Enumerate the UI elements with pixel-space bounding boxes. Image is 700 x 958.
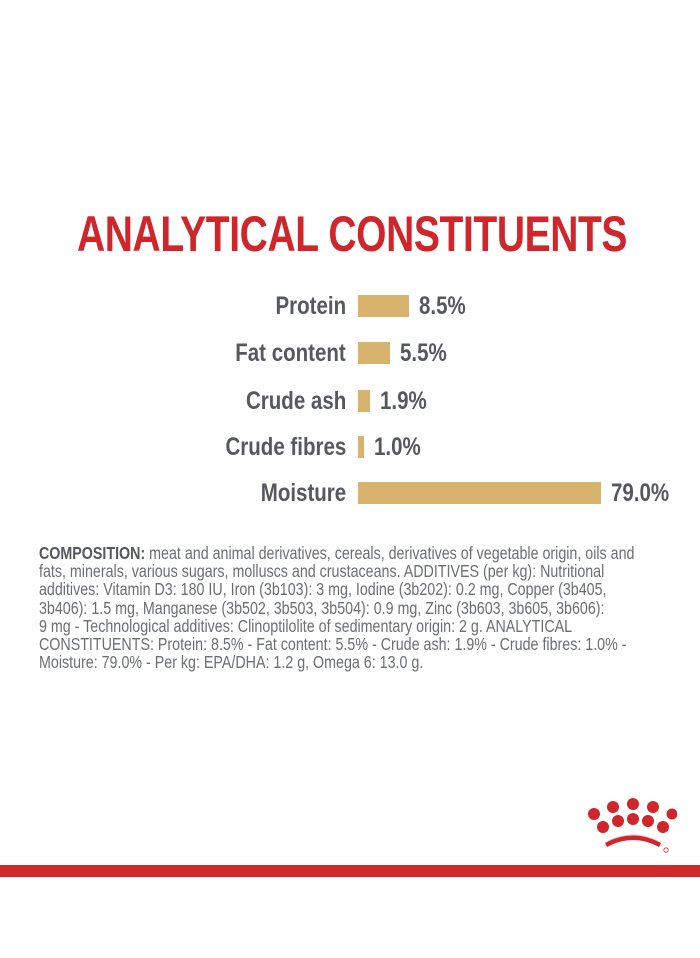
bar-label: Moisture [260, 479, 346, 507]
bar [358, 295, 409, 317]
footer-red-band [0, 865, 700, 877]
composition-line: additives: Vitamin D3: 180 IU, Iron (3b1… [39, 579, 607, 600]
composition-text: COMPOSITION: meat and animal derivatives… [39, 543, 670, 673]
composition-line: COMPOSITION: meat and animal derivatives… [39, 543, 635, 563]
bar [358, 390, 370, 412]
chart-row: Moisture 79.0% [0, 478, 700, 508]
chart-row: Protein 8.5% [0, 291, 700, 321]
bar [358, 436, 364, 458]
bar [358, 342, 390, 364]
composition-lead: COMPOSITION: [39, 543, 146, 563]
bar-label: Fat content [235, 339, 346, 367]
composition-line: 3b406): 1.5 mg, Manganese (3b502, 3b503,… [39, 597, 605, 618]
page-title: ANALYTICAL CONSTITUENTS [77, 206, 628, 262]
crown-logo-icon [583, 797, 678, 853]
bar-label: Crude fibres [225, 433, 346, 461]
bar-value: 8.5% [419, 292, 466, 320]
composition-line: Moisture: 79.0% - Per kg: EPA/DHA: 1.2 g… [39, 652, 424, 673]
analytical-constituents-chart: Protein 8.5% Fat content 5.5% Crude ash 1.9% C… [0, 291, 700, 508]
bar-value: 1.9% [380, 387, 427, 415]
bar [358, 482, 601, 504]
composition-line: CONSTITUENTS: Protein: 8.5% - Fat conten… [39, 634, 627, 655]
bar-label: Crude ash [245, 387, 346, 415]
bar-value: 79.0% [611, 479, 670, 507]
composition-line: fats, minerals, various sugars, molluscs… [39, 561, 605, 582]
chart-row: Crude fibres 1.0% [0, 432, 700, 462]
bar-value: 5.5% [400, 339, 447, 367]
bar-value: 1.0% [374, 433, 421, 461]
bar-label: Protein [275, 292, 346, 320]
chart-row: Fat content 5.5% [0, 338, 700, 368]
chart-row: Crude ash 1.9% [0, 386, 700, 416]
composition-line: 9 mg - Technological additives: Clinopti… [39, 615, 573, 636]
